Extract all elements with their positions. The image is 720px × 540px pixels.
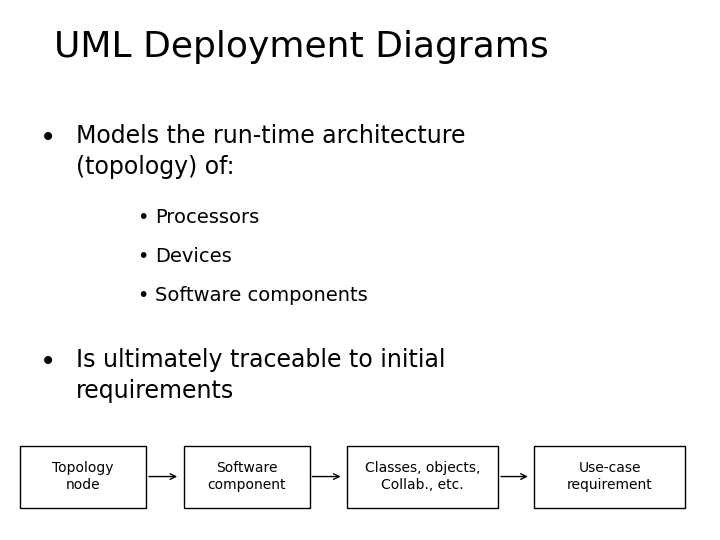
Text: •: • <box>40 348 56 376</box>
Text: •: • <box>137 286 148 305</box>
Text: •: • <box>40 124 56 152</box>
Text: Use-case
requirement: Use-case requirement <box>567 461 653 492</box>
Text: Is ultimately traceable to initial
requirements: Is ultimately traceable to initial requi… <box>76 348 445 403</box>
Text: Classes, objects,
Collab., etc.: Classes, objects, Collab., etc. <box>365 461 480 492</box>
Text: Software
component: Software component <box>207 461 286 492</box>
FancyBboxPatch shape <box>20 446 146 508</box>
Text: Processors: Processors <box>155 208 259 227</box>
FancyBboxPatch shape <box>534 446 685 508</box>
Text: Models the run-time architecture
(topology) of:: Models the run-time architecture (topolo… <box>76 124 465 179</box>
Text: Devices: Devices <box>155 247 232 266</box>
Text: UML Deployment Diagrams: UML Deployment Diagrams <box>54 30 549 64</box>
Text: •: • <box>137 247 148 266</box>
Text: Topology
node: Topology node <box>53 461 114 492</box>
FancyBboxPatch shape <box>184 446 310 508</box>
Text: Software components: Software components <box>155 286 367 305</box>
FancyBboxPatch shape <box>347 446 498 508</box>
Text: •: • <box>137 208 148 227</box>
